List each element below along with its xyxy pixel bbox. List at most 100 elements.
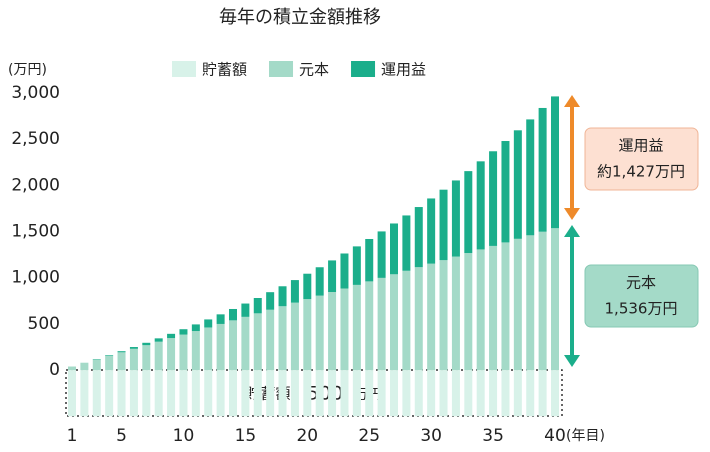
bar-segment [513,238,522,371]
bar-segment [365,370,374,417]
bar-segment [551,228,559,371]
bar-segment [402,215,411,271]
bar-segment [377,277,386,371]
bar-segment [513,130,522,239]
arrow-head [564,95,580,107]
bar-segment [526,119,535,236]
x-tick-label: 15 [235,426,257,446]
bar-segment [278,286,287,307]
bar-segment [328,260,337,292]
bar-segment [229,320,237,371]
bar-segment [80,370,89,417]
bar-segment [253,370,262,417]
bar-segment [402,270,411,371]
bar-segment [117,370,126,417]
arrow-head [564,355,580,367]
bar-segment [414,370,423,417]
bar-segment [241,370,250,417]
legend-label: 元本 [299,61,329,79]
bar-segment [365,281,374,371]
y-tick-label: 3,000 [11,83,60,103]
bar-segment [266,370,275,417]
bar-segment [390,223,398,275]
bar-segment [129,370,138,417]
bar-segment [513,370,522,417]
bar-segment [278,370,287,417]
x-tick-label: 30 [420,426,442,446]
x-tick-label: 1 [67,426,78,446]
bar-segment [489,151,498,246]
bar-segment [253,313,262,371]
bar-segment [439,189,448,261]
interest-box [584,127,699,191]
x-tick-label: 40 [544,426,566,446]
bar-segment [191,331,200,371]
bar-segment [241,303,250,317]
bar-segment [551,370,559,417]
bar-segment [154,370,163,417]
bar-segment [142,370,151,417]
bar-segment [476,249,485,371]
bar-segment [340,370,349,417]
bar-segment [266,292,275,310]
legend-label: 運用益 [381,61,426,79]
bar-segment [105,370,114,417]
bar-segment [538,107,547,232]
bar-segment [154,341,163,371]
bar-segment [179,329,188,335]
bar-segment [241,316,250,371]
principal-box [584,264,699,328]
bar-segment [216,314,225,324]
annotation: 運用益 [618,137,663,155]
bar-segment [451,256,460,371]
y-tick-label: 2,500 [11,129,60,149]
bar-segment [464,171,473,254]
bar-segment [191,370,200,417]
bar-segment [501,242,510,371]
legend-swatch [172,61,196,77]
bar-segment [105,355,114,371]
bar-segment [315,295,324,371]
bar-segment [414,267,423,371]
x-tick-label: 25 [358,426,380,446]
bar-segment [105,355,114,356]
y-tick-label: 0 [49,360,60,380]
bar-segment [402,370,411,417]
bar-segment [290,370,299,417]
bar-segment [154,338,163,342]
legend-swatch [269,61,294,77]
bar-segment [427,198,436,264]
bar-segment [216,370,225,417]
x-axis-label: (年目) [566,428,605,444]
bar-segment [229,308,237,321]
bar-segment [179,334,188,371]
chart-title: 毎年の積立金額推移 [219,7,381,28]
bar-segment [278,306,287,371]
bar-segment [390,274,398,371]
bar-segment [303,299,312,371]
bar-segment [340,253,349,289]
bar-segment [328,370,337,417]
bar-segment [204,370,213,417]
bar-segment [68,366,76,371]
bar-segment [439,370,448,417]
bar-segment [167,333,176,339]
annotation: 元本 [626,274,656,292]
bar-segment [229,370,237,417]
bar-segment [204,327,213,371]
bar-segment [476,161,485,250]
y-tick-label: 1,500 [11,222,60,242]
bar-segment [377,370,386,417]
x-tick-label: 5 [116,426,127,446]
y-axis-label: (万円) [8,62,47,78]
bar-segment [427,370,436,417]
bar-segment [204,319,213,328]
bar-segment [290,280,299,303]
x-tick-label: 35 [482,426,504,446]
bar-segment [377,231,386,278]
legend-swatch [351,61,376,77]
bar-segment [538,231,547,371]
y-tick-label: 2,000 [11,175,60,195]
bar-segment [526,235,535,371]
bar-segment [501,370,510,417]
